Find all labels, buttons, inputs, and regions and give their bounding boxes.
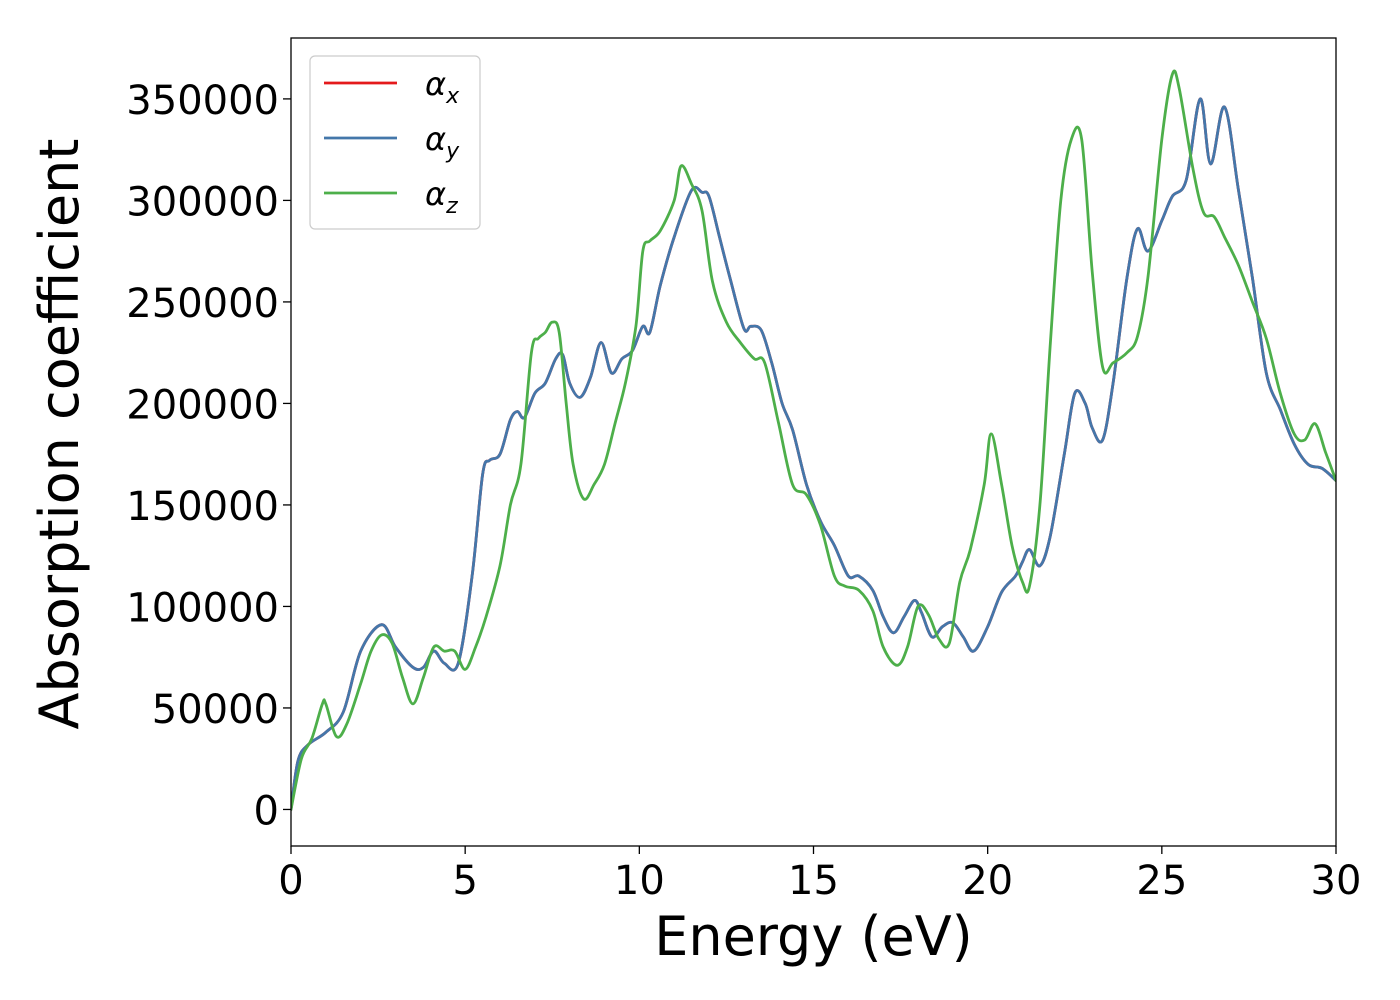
x-tick-label: 10 xyxy=(614,858,665,904)
y-tick-label: 350000 xyxy=(126,78,279,124)
legend-entry-alpha-x: αx xyxy=(425,65,460,109)
series-line-alpha-z xyxy=(291,69,1336,811)
legend-symbol: α xyxy=(425,65,446,103)
x-axis: 0 5 10 15 20 25 30 xyxy=(278,846,1361,904)
legend-symbol: α xyxy=(425,175,446,213)
legend-subscript: y xyxy=(445,139,460,164)
y-tick-label: 250000 xyxy=(126,281,279,327)
x-tick-label: 30 xyxy=(1311,858,1362,904)
y-tick-label: 100000 xyxy=(126,585,279,631)
x-tick-label: 0 xyxy=(278,858,303,904)
y-axis-label: Absorption coefficient xyxy=(28,139,91,730)
x-tick-label: 20 xyxy=(962,858,1013,904)
x-tick-label: 15 xyxy=(788,858,839,904)
y-tick-label: 200000 xyxy=(126,382,279,428)
x-axis-label: Energy (eV) xyxy=(654,905,973,968)
y-tick-label: 0 xyxy=(254,788,279,834)
series-line-alpha-y xyxy=(291,97,1336,811)
series-layer xyxy=(291,69,1336,811)
legend-box xyxy=(309,55,481,230)
legend-subscript: x xyxy=(445,84,460,109)
legend-entry-alpha-z: αz xyxy=(425,175,458,219)
x-tick-label: 25 xyxy=(1136,858,1187,904)
y-tick-label: 50000 xyxy=(152,687,279,733)
legend-symbol: α xyxy=(425,120,446,158)
y-tick-label: 150000 xyxy=(126,484,279,530)
y-tick-label: 300000 xyxy=(126,179,279,225)
x-tick-label: 5 xyxy=(452,858,477,904)
legend-subscript: z xyxy=(445,194,458,219)
legend-entry-alpha-y: αy xyxy=(425,120,460,164)
y-axis: 0 50000 100000 150000 200000 250000 300000 3500… xyxy=(126,78,291,834)
